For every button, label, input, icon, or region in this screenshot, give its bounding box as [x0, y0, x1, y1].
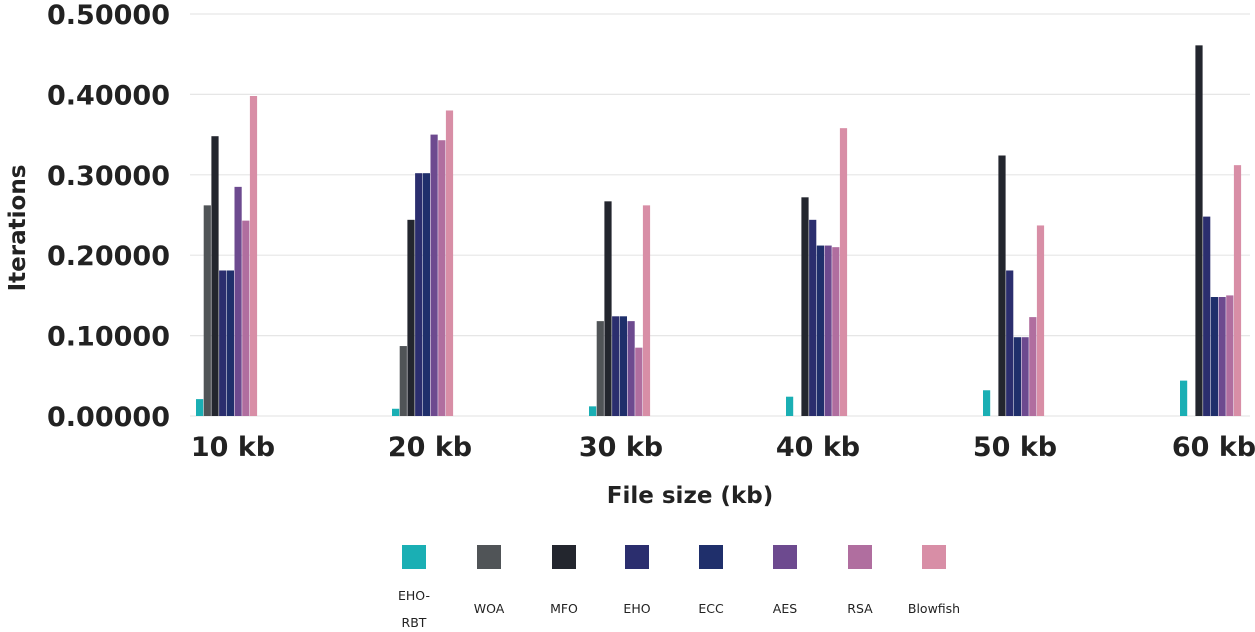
legend-swatch-rsa: [848, 545, 872, 569]
bar-ecc-5: [1210, 297, 1218, 416]
legend-label: MFO: [550, 601, 578, 616]
bar-eho-rbt-3: [786, 396, 794, 416]
bar-ecc-1: [422, 173, 430, 416]
legend-swatch-ecc: [699, 545, 723, 569]
bar-rsa-0: [242, 220, 250, 416]
legend-swatch-blowfish: [922, 545, 946, 569]
bar-aes-2: [627, 321, 635, 416]
x-tick-label: 60 kb: [1172, 432, 1255, 463]
bar-woa-0: [203, 205, 211, 416]
legend-swatch-mfo: [552, 545, 576, 569]
bar-eho-1: [415, 173, 423, 416]
bar-eho-rbt-1: [392, 408, 400, 416]
bar-rsa-3: [832, 247, 840, 416]
bar-aes-4: [1021, 337, 1029, 416]
legend-label: Blowfish: [908, 601, 960, 616]
bar-eho-4: [1006, 270, 1014, 416]
bar-aes-5: [1218, 297, 1226, 416]
legend-swatch-eho-rbt: [402, 545, 426, 569]
bar-mfo-5: [1195, 45, 1203, 417]
bar-blowfish-5: [1233, 165, 1242, 416]
y-tick-label: 0.20000: [47, 241, 170, 272]
x-tick-label: 10 kb: [191, 432, 275, 463]
bar-rsa-4: [1029, 317, 1037, 416]
bar-ecc-0: [226, 270, 234, 416]
legend-swatch-aes: [773, 545, 797, 569]
x-axis-ticks: 10 kb 20 kb 30 kb 40 kb 50 kb 60 kb: [191, 432, 1255, 463]
bar-eho-5: [1203, 216, 1211, 416]
legend-swatch-woa: [477, 545, 501, 569]
bar-blowfish-1: [445, 110, 454, 416]
x-tick-label: 20 kb: [388, 432, 472, 463]
bar-eho-rbt-4: [983, 390, 991, 416]
bars: [196, 45, 1242, 417]
bar-eho-2: [612, 316, 620, 416]
bar-mfo-2: [604, 201, 612, 416]
bar-blowfish-2: [642, 205, 651, 416]
legend-label: WOA: [474, 601, 505, 616]
bar-eho-0: [219, 270, 227, 416]
x-axis-title: File size (kb): [607, 483, 773, 509]
legend-label: EHO-: [398, 588, 430, 603]
legend-label: ECC: [698, 601, 724, 616]
bar-blowfish-0: [249, 96, 258, 417]
bar-mfo-4: [998, 155, 1006, 416]
bar-mfo-1: [407, 219, 415, 416]
legend-label: EHO: [623, 601, 650, 616]
y-tick-label: 0.40000: [47, 80, 170, 111]
bar-eho-3: [809, 219, 817, 416]
bar-eho-rbt-0: [196, 399, 204, 416]
x-tick-label: 40 kb: [776, 432, 860, 463]
bar-aes-1: [430, 134, 438, 416]
y-axis-title: Iterations: [5, 165, 31, 292]
bar-blowfish-4: [1036, 225, 1045, 416]
bar-mfo-0: [211, 136, 219, 416]
legend-label: RBT: [402, 615, 427, 630]
bar-eho-rbt-2: [589, 406, 597, 416]
bar-eho-rbt-5: [1180, 380, 1188, 416]
x-tick-label: 30 kb: [579, 432, 663, 463]
bar-woa-2: [596, 321, 604, 416]
bar-woa-1: [399, 346, 407, 416]
bar-ecc-3: [816, 245, 824, 416]
y-tick-label: 0.10000: [47, 322, 170, 353]
y-axis-ticks: 0.00000 0.10000 0.20000 0.30000 0.40000 0.500…: [47, 0, 170, 433]
legend-swatch-eho: [625, 545, 649, 569]
bar-ecc-2: [619, 316, 627, 416]
bar-aes-3: [824, 245, 832, 416]
bar-rsa-2: [635, 347, 643, 416]
y-tick-label: 0.50000: [47, 0, 170, 31]
bar-rsa-5: [1226, 295, 1234, 416]
bar-aes-0: [234, 186, 242, 416]
y-tick-label: 0.30000: [47, 161, 170, 192]
y-tick-label: 0.00000: [47, 402, 170, 433]
bar-rsa-1: [438, 140, 446, 416]
legend-label: RSA: [847, 601, 873, 616]
bar-ecc-4: [1013, 337, 1021, 416]
legend-label: AES: [773, 601, 797, 616]
bar-blowfish-3: [839, 128, 848, 416]
gridlines: [190, 13, 1250, 417]
bar-mfo-3: [801, 197, 809, 416]
x-tick-label: 50 kb: [973, 432, 1057, 463]
legend: EHO- RBT WOA MFO EHO ECC AES RSA Blowfish: [398, 545, 960, 630]
